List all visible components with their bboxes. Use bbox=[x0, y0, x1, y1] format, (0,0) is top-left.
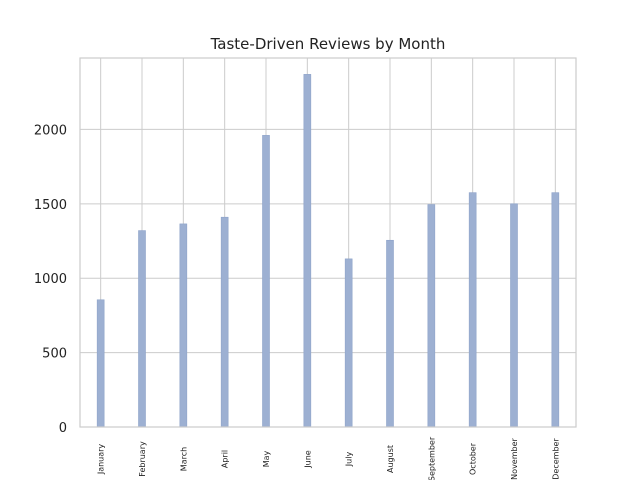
bar bbox=[344, 258, 353, 428]
bar bbox=[510, 203, 518, 428]
x-tick-label: October bbox=[469, 442, 478, 475]
x-tick-label: March bbox=[179, 447, 188, 471]
y-tick-label: 0 bbox=[59, 421, 67, 436]
chart-title: Taste-Driven Reviews by Month bbox=[210, 35, 446, 53]
bar bbox=[551, 192, 560, 428]
bar bbox=[468, 192, 477, 428]
bar bbox=[386, 239, 394, 428]
x-tick-label: November bbox=[510, 437, 519, 479]
bar bbox=[138, 230, 146, 428]
x-tick-label: April bbox=[221, 450, 230, 468]
bar bbox=[427, 204, 436, 428]
bar bbox=[179, 223, 188, 428]
bars bbox=[96, 74, 560, 428]
y-tick-label: 1500 bbox=[34, 198, 67, 213]
bar bbox=[96, 299, 105, 428]
y-tick-label: 2000 bbox=[34, 123, 67, 138]
x-tick-label: December bbox=[551, 438, 560, 480]
x-tick-label: June bbox=[303, 450, 312, 469]
bar bbox=[262, 135, 270, 428]
bar bbox=[220, 216, 229, 428]
y-axis: 0 500 1000 1500 2000 bbox=[34, 123, 67, 436]
plot-frame bbox=[79, 57, 577, 428]
y-tick-label: 1000 bbox=[34, 272, 67, 287]
x-tick-label: May bbox=[262, 450, 271, 467]
grid bbox=[80, 58, 576, 428]
x-tick-label: January bbox=[97, 444, 106, 476]
x-tick-label: August bbox=[386, 445, 395, 473]
x-tick-label: February bbox=[138, 441, 147, 477]
x-axis: January February March April May June July Augu… bbox=[97, 436, 561, 480]
x-tick-label: July bbox=[345, 452, 354, 468]
bar bbox=[303, 74, 312, 428]
y-tick-label: 500 bbox=[42, 347, 67, 362]
x-tick-label: September bbox=[427, 436, 436, 480]
